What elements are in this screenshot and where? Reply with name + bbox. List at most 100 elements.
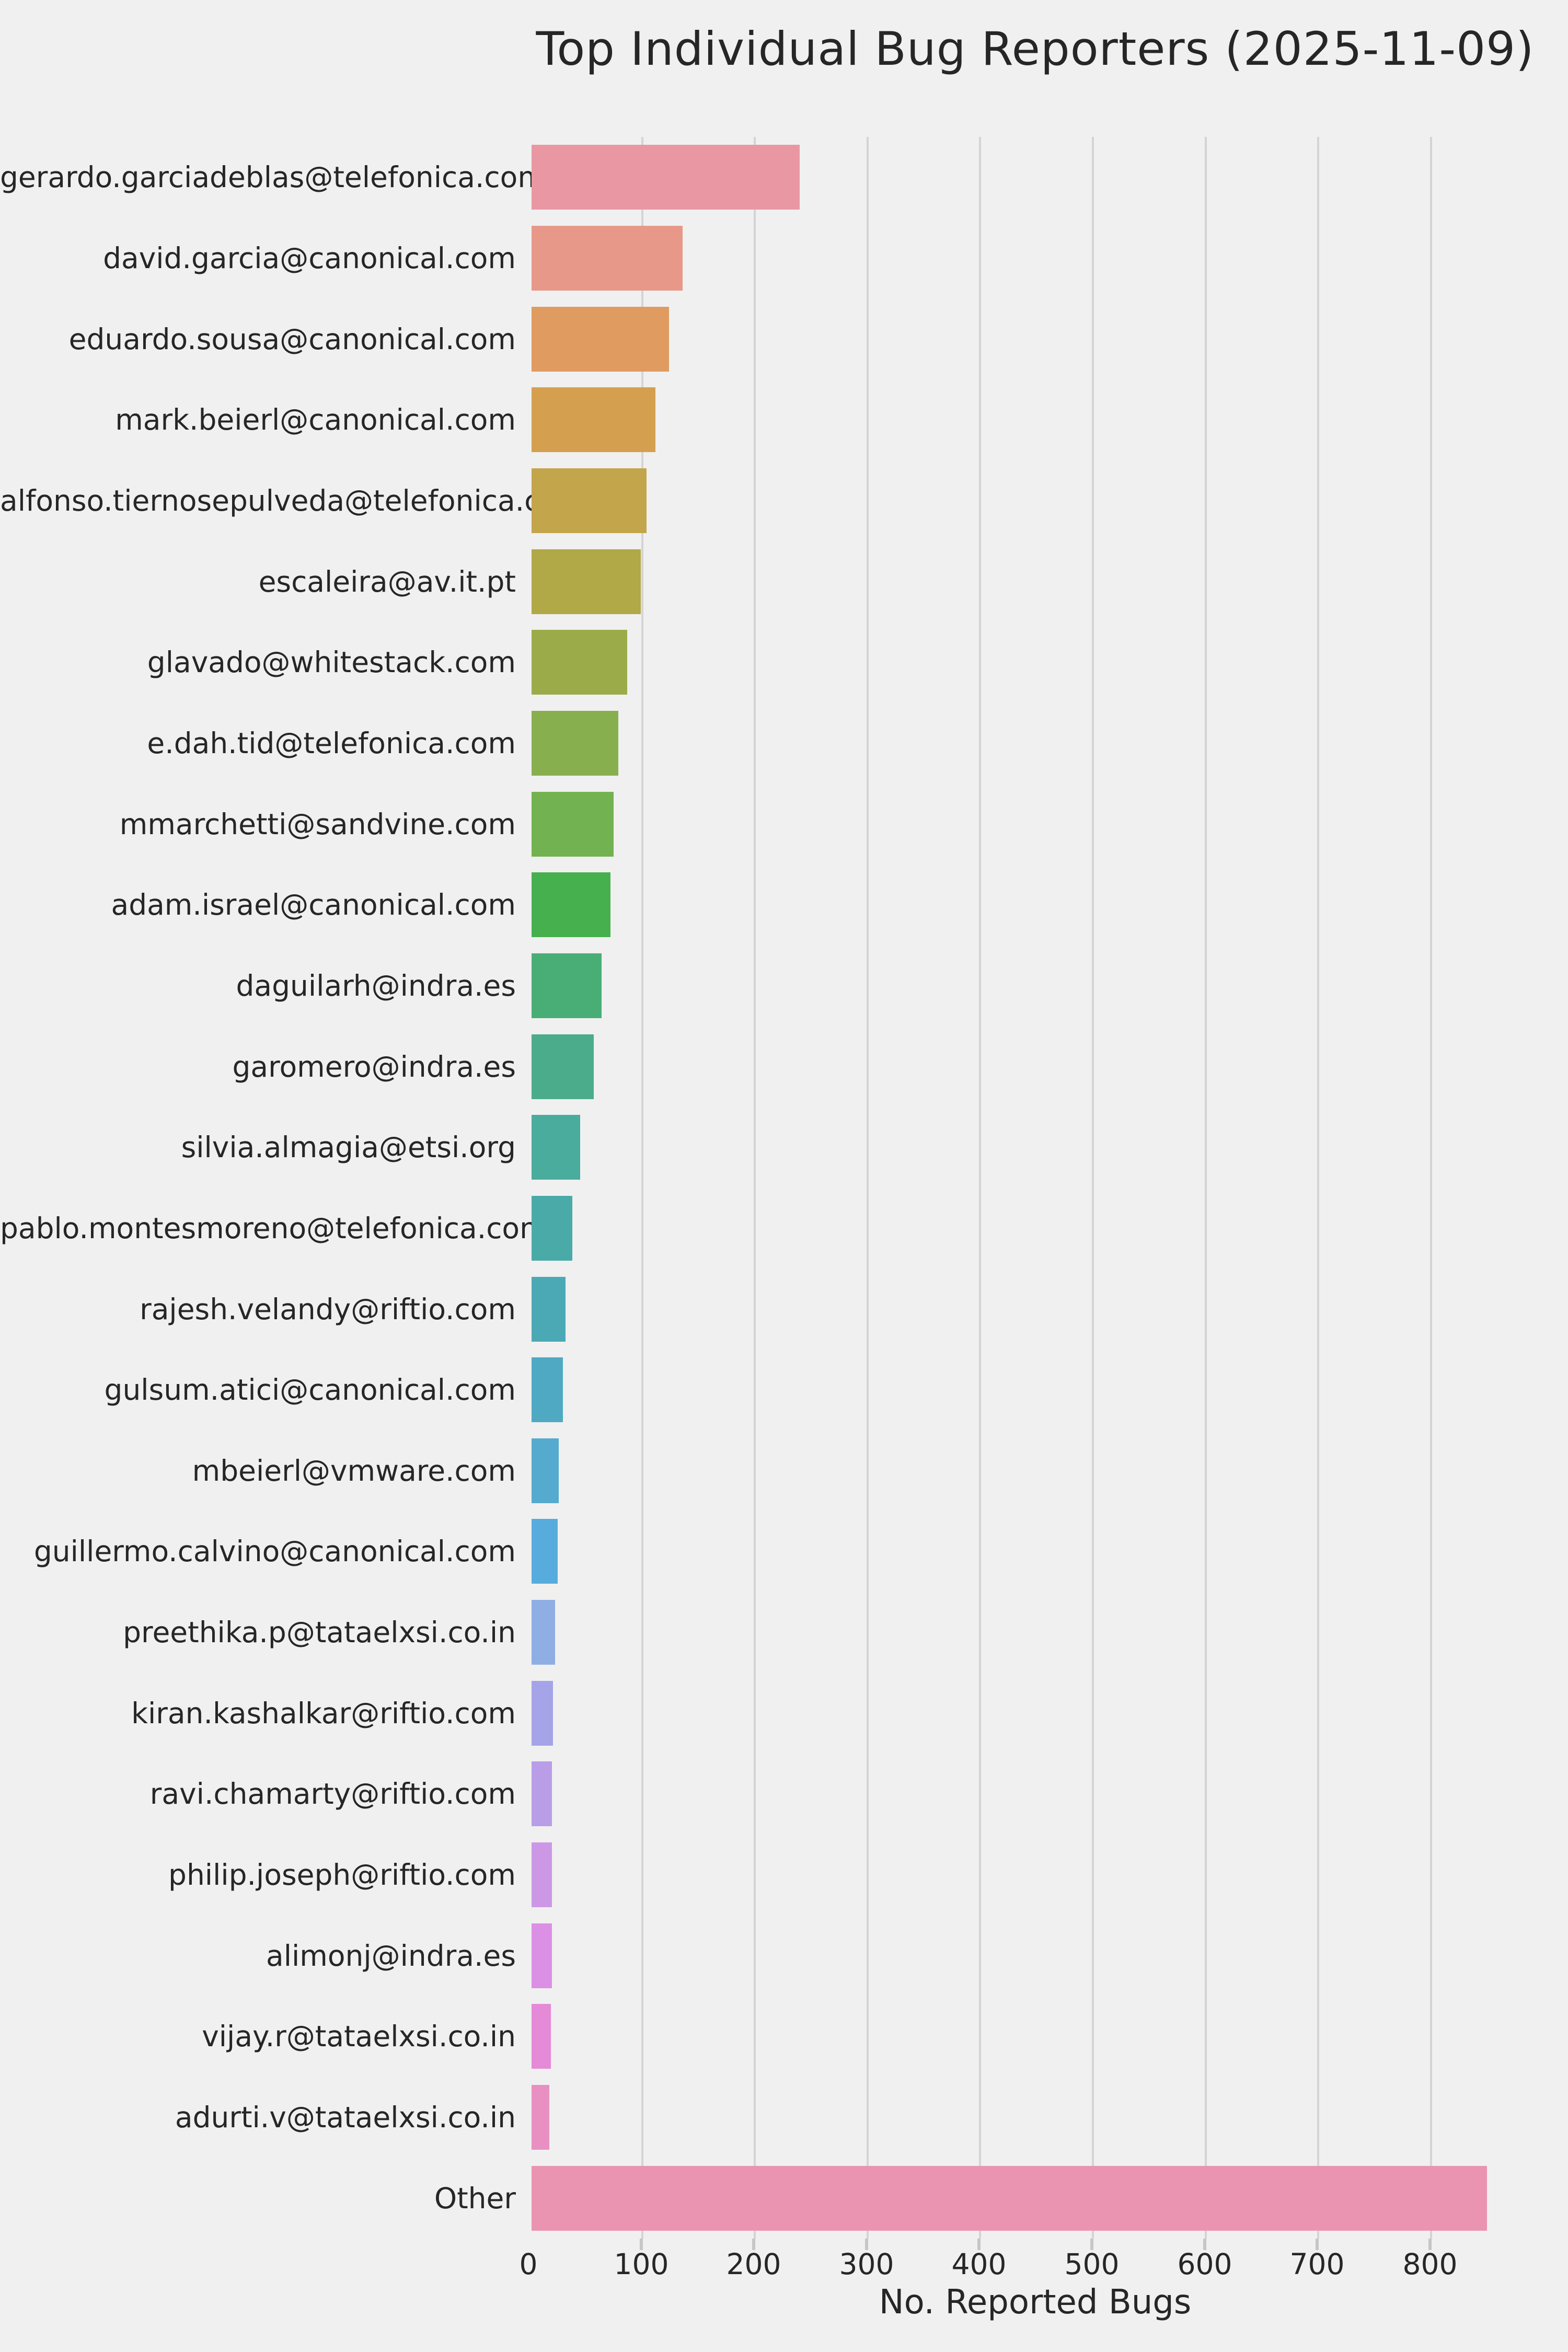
bar-row: silvia.almagia@etsi.org	[0, 1107, 1568, 1188]
x-axis-tick-labels: 0 100 200 300 400 500 600 700 800	[0, 2247, 1568, 2281]
category-label: alfonso.tiernosepulveda@telefonica.com	[0, 483, 586, 517]
bars-container: gerardo.garciadeblas@telefonica.com davi…	[0, 137, 1568, 2239]
bar	[532, 1195, 572, 1261]
bar	[532, 1761, 552, 1827]
category-label: gulsum.atici@canonical.com	[104, 1373, 516, 1407]
bar-row: escaleira@av.it.pt	[0, 541, 1568, 622]
bar-row: alimonj@indra.es	[0, 1915, 1568, 1996]
x-axis-label: No. Reported Bugs	[879, 2283, 1192, 2322]
bar	[532, 468, 647, 533]
bar	[532, 791, 614, 857]
xtick-800	[1428, 2239, 1432, 2250]
bar-row: pablo.montesmoreno@telefonica.com	[0, 1188, 1568, 1269]
bar-row: philip.joseph@riftio.com	[0, 1835, 1568, 1916]
category-label: mark.beierl@canonical.com	[115, 403, 516, 437]
category-label: rajesh.velandy@riftio.com	[140, 1292, 516, 1326]
bar	[532, 953, 602, 1018]
bar-row: garomero@indra.es	[0, 1026, 1568, 1107]
bar-row: gulsum.atici@canonical.com	[0, 1350, 1568, 1431]
category-label: mmarchetti@sandvine.com	[119, 807, 516, 841]
bar-row: vijay.r@tataelxsi.co.in	[0, 1996, 1568, 2077]
gridline-200	[754, 137, 756, 2239]
bar	[532, 2004, 551, 2069]
bar	[532, 1519, 558, 1584]
bar	[532, 710, 618, 776]
bar	[532, 1115, 580, 1180]
bar	[532, 145, 800, 210]
category-label: silvia.almagia@etsi.org	[181, 1131, 516, 1165]
category-label: david.garcia@canonical.com	[103, 241, 516, 275]
bar	[532, 1276, 566, 1342]
category-label: daguilarh@indra.es	[236, 969, 516, 1002]
bar-row: ravi.chamarty@riftio.com	[0, 1754, 1568, 1835]
bar-row: guillermo.calvino@canonical.com	[0, 1511, 1568, 1592]
bar	[532, 630, 627, 695]
category-label: alimonj@indra.es	[266, 1939, 516, 1973]
gridline-400	[979, 137, 981, 2239]
bar	[532, 1357, 563, 1423]
bar-row: alfonso.tiernosepulveda@telefonica.com	[0, 460, 1568, 541]
xtick-200	[752, 2239, 755, 2250]
bar-row: david.garcia@canonical.com	[0, 218, 1568, 299]
category-label: adam.israel@canonical.com	[111, 888, 516, 922]
gridline-800	[1430, 137, 1432, 2239]
xticklabel-200: 200	[726, 2247, 781, 2281]
category-label: eduardo.sousa@canonical.com	[68, 322, 516, 356]
category-label: gerardo.garciadeblas@telefonica.com	[0, 160, 546, 194]
category-label: kiran.kashalkar@riftio.com	[131, 1696, 516, 1730]
bar-row: mark.beierl@canonical.com	[0, 379, 1568, 460]
category-label: ravi.chamarty@riftio.com	[149, 1777, 516, 1811]
bar-row: kiran.kashalkar@riftio.com	[0, 1673, 1568, 1754]
x-axis-ticks	[0, 2239, 1568, 2251]
bar	[532, 2165, 1487, 2231]
bar	[532, 1438, 559, 1503]
bar-row: mmarchetti@sandvine.com	[0, 783, 1568, 864]
xticklabel-100: 100	[614, 2247, 669, 2281]
xticklabel-800: 800	[1402, 2247, 1458, 2281]
xticklabel-600: 600	[1177, 2247, 1232, 2281]
bar	[532, 306, 669, 372]
category-label: glavado@whitestack.com	[147, 645, 516, 679]
category-label: e.dah.tid@telefonica.com	[147, 726, 516, 760]
gridline-300	[867, 137, 869, 2239]
bar	[532, 549, 641, 614]
category-label: guillermo.calvino@canonical.com	[33, 1535, 516, 1569]
bar	[532, 1923, 552, 1988]
category-label: escaleira@av.it.pt	[258, 564, 516, 598]
category-label: preethika.p@tataelxsi.co.in	[123, 1616, 516, 1650]
bar-row: adam.israel@canonical.com	[0, 864, 1568, 946]
bar-row: Other	[0, 2158, 1568, 2239]
xticklabel-400: 400	[951, 2247, 1007, 2281]
xtick-300	[865, 2239, 868, 2250]
xticklabel-700: 700	[1289, 2247, 1345, 2281]
bar-row: glavado@whitestack.com	[0, 622, 1568, 703]
bar	[532, 2085, 549, 2150]
bar	[532, 387, 655, 453]
xtick-400	[977, 2239, 981, 2250]
category-label: pablo.montesmoreno@telefonica.com	[0, 1211, 548, 1245]
bar	[532, 1842, 552, 1908]
chart-title: Top Individual Bug Reporters (2025-11-09…	[536, 22, 1535, 76]
category-label: philip.joseph@riftio.com	[168, 1858, 516, 1892]
xtick-500	[1090, 2239, 1093, 2250]
bar-row: rajesh.velandy@riftio.com	[0, 1269, 1568, 1350]
category-label: mbeierl@vmware.com	[192, 1454, 516, 1488]
bar-row: daguilarh@indra.es	[0, 946, 1568, 1027]
bar-row: adurti.v@tataelxsi.co.in	[0, 2077, 1568, 2158]
bar	[532, 872, 610, 938]
bar	[532, 1600, 555, 1665]
xticklabel-500: 500	[1064, 2247, 1120, 2281]
bar-row: mbeierl@vmware.com	[0, 1431, 1568, 1512]
bar-row: preethika.p@tataelxsi.co.in	[0, 1592, 1568, 1673]
gridline-700	[1317, 137, 1319, 2239]
plot-area	[528, 137, 1542, 2239]
xticklabel-0: 0	[519, 2247, 538, 2281]
xtick-100	[640, 2239, 643, 2250]
bar-row: eduardo.sousa@canonical.com	[0, 298, 1568, 379]
xtick-700	[1316, 2239, 1319, 2250]
gridline-600	[1205, 137, 1207, 2239]
xtick-600	[1203, 2239, 1206, 2250]
bar-row: e.dah.tid@telefonica.com	[0, 703, 1568, 784]
xticklabel-300: 300	[839, 2247, 894, 2281]
